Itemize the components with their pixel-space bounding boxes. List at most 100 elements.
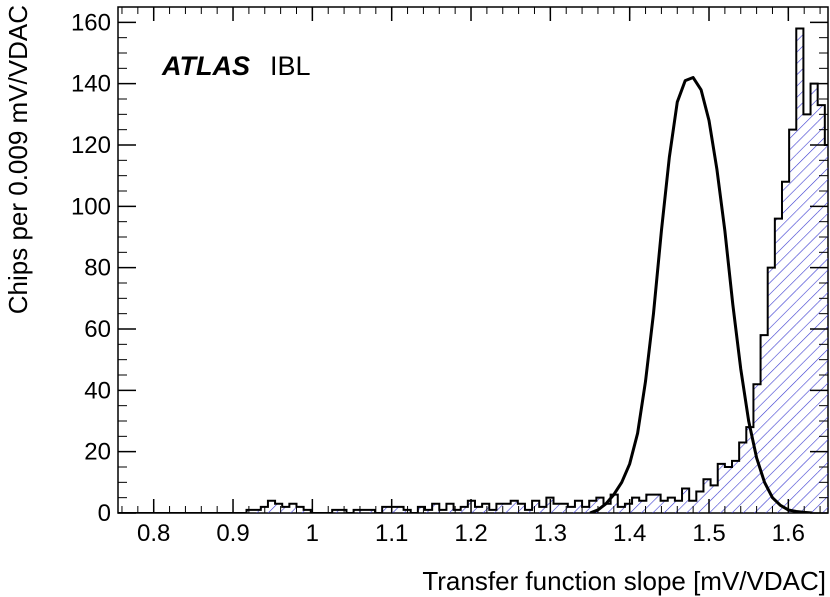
x-tick-label: 0.9 [216,520,249,547]
y-axis-title: Chips per 0.009 mV/VDAC [3,5,33,314]
histogram-bar [810,83,818,513]
histogram-bar [703,479,711,513]
histogram-bar [303,509,311,513]
histogram-bar [667,497,675,513]
histogram-bar [396,506,404,513]
histogram-bar [560,503,568,513]
x-tick-label: 1 [306,520,319,547]
x-axis-title: Transfer function slope [mV/VDAC] [422,566,826,596]
plot-frame [117,6,829,514]
histogram-bar [253,509,261,513]
y-tick-label: 140 [71,71,111,98]
histogram-bar [582,506,590,513]
histogram-bar [724,467,733,513]
histogram-bar [296,506,304,513]
histogram-bar [639,500,647,513]
histogram-bar [674,500,683,513]
histogram-outline [118,27,828,513]
x-tick-label: 1.1 [375,520,408,547]
x-axis: 0.8 0.9 1 1.1 1.2 1.3 1.4 1.5 1.6 [121,7,821,547]
experiment-label: ATLAS [161,51,250,81]
y-tick-label: 20 [84,439,111,466]
x-tick-label: 1.3 [534,520,567,547]
histogram-bar [446,503,454,513]
x-tick-label: 1.2 [454,520,487,547]
x-tick-label: 1.5 [692,520,725,547]
histogram-bar [367,509,376,513]
histogram-bar [460,506,468,513]
x-tick-label: 0.8 [137,520,170,547]
x-tick-label: 1.6 [772,520,805,547]
histogram-bar [646,494,654,513]
histogram-bar [382,506,390,513]
histogram-bar [753,384,761,513]
histogram-bar [289,503,297,513]
histogram-bar [632,497,640,513]
x-tick-label: 1.4 [613,520,646,547]
histogram-bar [739,442,747,513]
histogram-bar [567,506,575,513]
histogram-bar [539,506,547,513]
histogram-bar [796,28,804,513]
histogram-bar [767,267,775,513]
y-tick-label: 40 [84,377,111,404]
histogram-bar [524,509,533,513]
histogram-outline-group [118,27,828,513]
histogram-bar [439,509,447,513]
histogram-bar [603,503,611,513]
y-tick-label: 120 [71,132,111,159]
histogram-bar [496,503,504,513]
histogram-bar [353,509,361,513]
histogram-bar [596,497,604,513]
histogram-bar [696,491,704,513]
histogram-bar [332,509,340,513]
y-tick-label: 60 [84,316,111,343]
histogram-bar [746,427,754,513]
histogram-bar [624,503,633,513]
histogram-bar [732,460,740,513]
histogram-bar [389,506,397,513]
histogram-bar [474,506,483,513]
histogram-fill-group [246,28,828,513]
histogram-bar [682,488,690,513]
histogram-bar [710,485,718,513]
histogram-bar [275,503,283,513]
histogram-bar [553,503,561,513]
histogram-bar [339,509,347,513]
detector-label: IBL [270,51,311,81]
histogram-bar [417,506,426,513]
y-tick-label: 100 [71,193,111,220]
histogram-bar [574,500,583,513]
histogram-bar [267,500,276,513]
histogram-bar [774,218,782,513]
y-tick-label: 160 [71,9,111,36]
y-tick-label: 0 [98,500,111,527]
histogram-bar [760,335,768,513]
histogram-bar [589,500,597,513]
histogram-bar [246,509,254,513]
histogram-bar [517,503,525,513]
histogram-bar [425,509,433,513]
histogram-bar [789,129,797,513]
histogram-bar [482,503,490,513]
histogram-bar [532,500,540,513]
histogram-bar [781,181,790,513]
histogram-bar [610,494,618,513]
histogram-bar [282,506,290,513]
histogram-bar [360,509,368,513]
histogram-bar [503,503,511,513]
histogram-bar [510,500,518,513]
histogram-bar [653,494,661,513]
y-tick-label: 80 [84,255,111,282]
fit-curve [589,76,813,513]
histogram-bar [432,503,440,513]
fit-curve-group [589,76,813,513]
histogram-bar [453,509,461,513]
histogram-bar [617,506,625,513]
histogram-bar [803,114,811,513]
histogram-bar [660,500,668,513]
histogram-bar [489,509,497,513]
histogram-bar [717,463,725,513]
y-axis: 0 20 40 60 80 100 120 140 160 [71,9,828,527]
